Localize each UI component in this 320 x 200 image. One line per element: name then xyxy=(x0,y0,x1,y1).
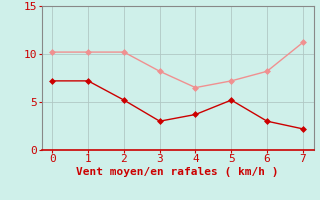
X-axis label: Vent moyen/en rafales ( km/h ): Vent moyen/en rafales ( km/h ) xyxy=(76,167,279,177)
